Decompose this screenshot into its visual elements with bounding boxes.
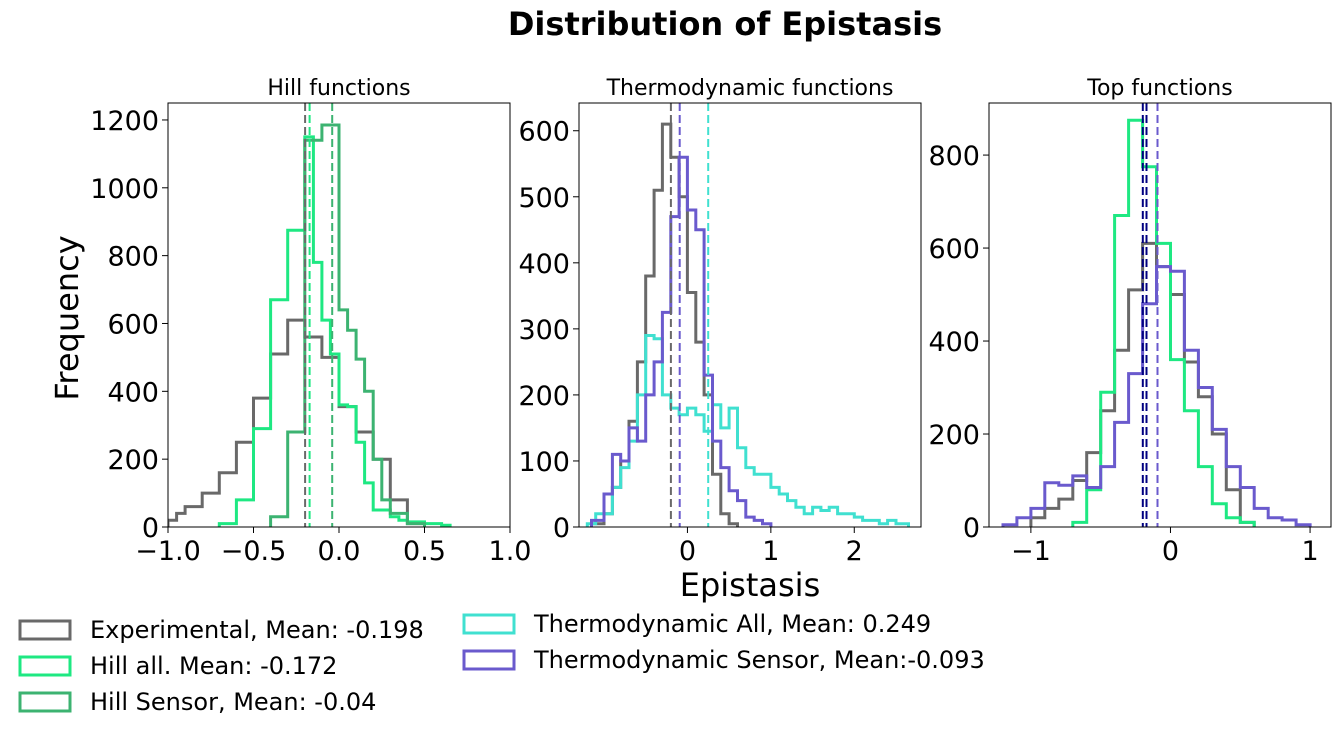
legend-label: Hill Sensor, Mean: -0.04 xyxy=(90,688,376,716)
legend-label: Thermodynamic Sensor, Mean:-0.093 xyxy=(533,646,985,674)
x-tick-label: 1 xyxy=(762,536,779,567)
legend-entry: Hill all. Mean: -0.172 xyxy=(18,652,337,680)
y-tick-label: 600 xyxy=(107,309,159,340)
y-tick-label: 300 xyxy=(518,315,570,346)
histogram-hill_all xyxy=(217,135,452,527)
histogram-hill_all xyxy=(1071,118,1256,527)
legend-label: Hill all. Mean: -0.172 xyxy=(90,652,337,680)
panel-title: Thermodynamic functions xyxy=(606,76,894,101)
legend-label: Experimental, Mean: -0.198 xyxy=(90,616,424,644)
axes-frame xyxy=(988,102,1332,528)
legend-entry: Thermodynamic All, Mean: 0.249 xyxy=(462,610,931,638)
y-tick-label: 400 xyxy=(107,377,159,408)
x-tick-label: −1.0 xyxy=(135,536,201,567)
legend: Experimental, Mean: -0.198 Hill all. Mean… xyxy=(18,610,985,716)
x-tick-label: 2 xyxy=(846,536,863,567)
y-tick-label: 800 xyxy=(107,242,159,273)
x-tick-label: 1.0 xyxy=(489,536,532,567)
histogram-thermo_sensor xyxy=(590,155,773,527)
histogram-thermo_all xyxy=(585,334,910,527)
figure-title: Distribution of Epistasis xyxy=(508,5,942,43)
y-tick-label: 200 xyxy=(518,381,570,412)
y-tick-label: 500 xyxy=(518,183,570,214)
panel-title: Hill functions xyxy=(267,76,410,101)
y-tick-label: 0 xyxy=(963,513,980,544)
y-tick-label: 1000 xyxy=(90,174,159,205)
y-tick-label: 200 xyxy=(107,445,159,476)
histogram-panels: Hill functions−1.0 −0.5 0.0 0.5 1.0020040060… xyxy=(90,76,1332,567)
x-tick-label: 0.0 xyxy=(318,536,361,567)
histogram-experimental xyxy=(168,318,426,527)
histogram-hill_sensor xyxy=(269,123,426,527)
y-tick-label: 600 xyxy=(928,234,980,265)
legend-swatch xyxy=(18,619,72,641)
y-tick-label: 400 xyxy=(928,327,980,358)
panel-1: Hill functions −1.0 −0.5 0.0 0.5 1.0 0 200 400 60… xyxy=(90,76,531,567)
legend-swatch xyxy=(462,613,516,635)
y-tick-label: 1200 xyxy=(90,106,159,137)
x-tick-label: 0.5 xyxy=(403,536,446,567)
y-tick-label: 0 xyxy=(553,513,570,544)
legend-entry: Hill Sensor, Mean: -0.04 xyxy=(18,688,376,716)
x-axis-label: Epistasis xyxy=(680,566,820,604)
x-tick-label: −0.5 xyxy=(221,536,287,567)
plot-area xyxy=(168,103,452,527)
legend-swatch xyxy=(462,649,516,671)
legend-entry: Thermodynamic Sensor, Mean:-0.093 xyxy=(462,646,985,674)
x-tick-label: 0 xyxy=(679,536,696,567)
legend-swatch xyxy=(18,691,72,713)
legend-swatch xyxy=(18,655,72,677)
y-axis-label: Frequency xyxy=(48,235,86,400)
x-tick-label: −1 xyxy=(1011,536,1051,567)
x-tick-label: 1 xyxy=(1301,536,1318,567)
plot-area xyxy=(1001,103,1312,527)
panel-title: Top functions xyxy=(1086,76,1232,101)
panel-2: Thermodynamic functions 0 1 2 0 100 200 300 400 5… xyxy=(518,76,922,567)
legend-entry: Experimental, Mean: -0.198 xyxy=(18,616,424,644)
y-tick-label: 400 xyxy=(518,249,570,280)
panel-3: Top functions −1 0 1 0 200 400 600 800 xyxy=(928,76,1332,567)
y-tick-label: 0 xyxy=(142,513,159,544)
axes-frame xyxy=(578,102,922,528)
legend-label: Thermodynamic All, Mean: 0.249 xyxy=(533,610,931,638)
plot-area xyxy=(585,103,910,527)
y-tick-label: 600 xyxy=(518,117,570,148)
y-tick-label: 800 xyxy=(928,141,980,172)
y-tick-label: 200 xyxy=(928,420,980,451)
x-tick-label: 0 xyxy=(1162,536,1179,567)
y-tick-label: 100 xyxy=(518,447,570,478)
